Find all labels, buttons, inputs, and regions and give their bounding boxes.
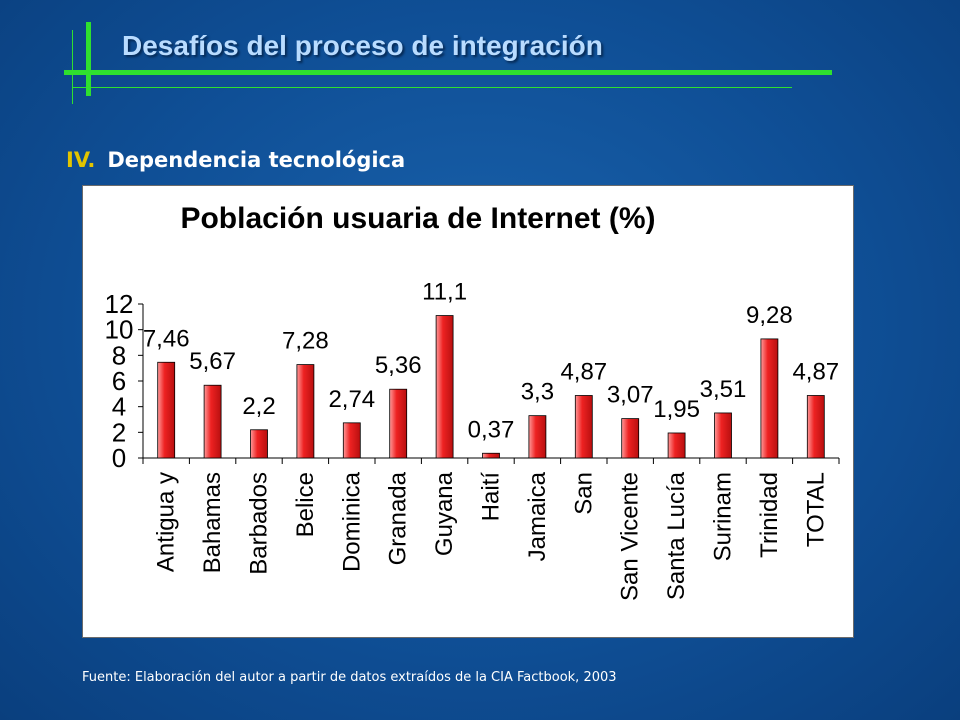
data-label: 0,37 [468,416,515,443]
decor-vertical-thick [86,22,91,96]
section-title: Dependencia tecnológica [107,148,406,172]
section-heading: IV. Dependencia tecnológica [66,148,405,172]
bar-bahamas [203,384,222,459]
data-label: 7,28 [282,328,329,355]
bar-chart: Población usuaria de Internet (%) 024681… [105,202,840,601]
bar-belice [296,364,315,459]
data-label: 5,67 [189,348,236,375]
bar-dominica [342,422,361,459]
x-tick-label: Antigua y [153,472,180,572]
bar-surinam [714,412,732,459]
x-tick-label: Surinam [710,472,737,561]
data-label: 7,46 [143,325,190,352]
x-tick-label: TOTAL [802,472,829,547]
y-tick-label: 2 [112,417,126,447]
section-number: IV. [66,148,96,172]
bar-jamaica [528,415,547,459]
chart-title: Población usuaria de Internet (%) [180,202,655,235]
x-tick-label: Guyana [431,471,458,556]
x-tick-label: San [570,472,597,515]
data-label: 4,87 [560,359,607,386]
y-tick-label: 8 [112,340,126,370]
bar-santa-lucía [667,432,686,459]
y-tick-label: 12 [105,289,134,319]
data-label: 3,3 [521,379,554,406]
bar-granada [389,388,408,459]
data-label: 9,28 [746,302,793,329]
bar-san-vicente [621,418,640,459]
data-label: 3,07 [607,382,654,409]
decor-horizontal-thin [72,87,792,88]
y-tick-label: 0 [112,443,126,473]
bar-trinidad [760,338,779,459]
data-label: 2,74 [328,386,375,413]
y-tick-label: 4 [112,392,126,422]
decor-horizontal-thick [64,70,832,75]
bar-barbados [250,429,268,459]
x-tick-label: Granada [385,471,412,565]
x-tick-label: Dominica [338,471,365,572]
x-tick-label: San Vicente [617,472,644,601]
x-tick-label: Belice [292,472,319,537]
bar-guyana [435,315,454,459]
x-tick-label: Bahamas [199,472,226,573]
decor-vertical-thin [72,30,73,104]
bar-haití [482,452,500,459]
data-label: 11,1 [422,279,467,306]
data-label: 1,95 [653,396,700,423]
x-tick-label: Jamaica [524,471,551,561]
x-tick-label: Santa Lucía [663,471,690,600]
x-tick-label: Barbados [246,472,273,575]
x-tick-label: Trinidad [756,472,783,558]
x-tick-label: Haití [478,472,505,522]
data-label: 4,87 [792,359,839,386]
bar-total [806,395,825,459]
y-tick-label: 10 [105,315,134,345]
source-note: Fuente: Elaboración del autor a partir d… [82,670,617,685]
bar-antigua-y [157,361,176,459]
slide-title: Desafíos del proceso de integración [122,30,603,61]
data-label: 5,36 [375,352,422,379]
bar-san [574,395,593,459]
y-tick-label: 6 [112,366,126,396]
data-label: 3,51 [700,376,747,403]
data-label: 2,2 [242,393,275,420]
